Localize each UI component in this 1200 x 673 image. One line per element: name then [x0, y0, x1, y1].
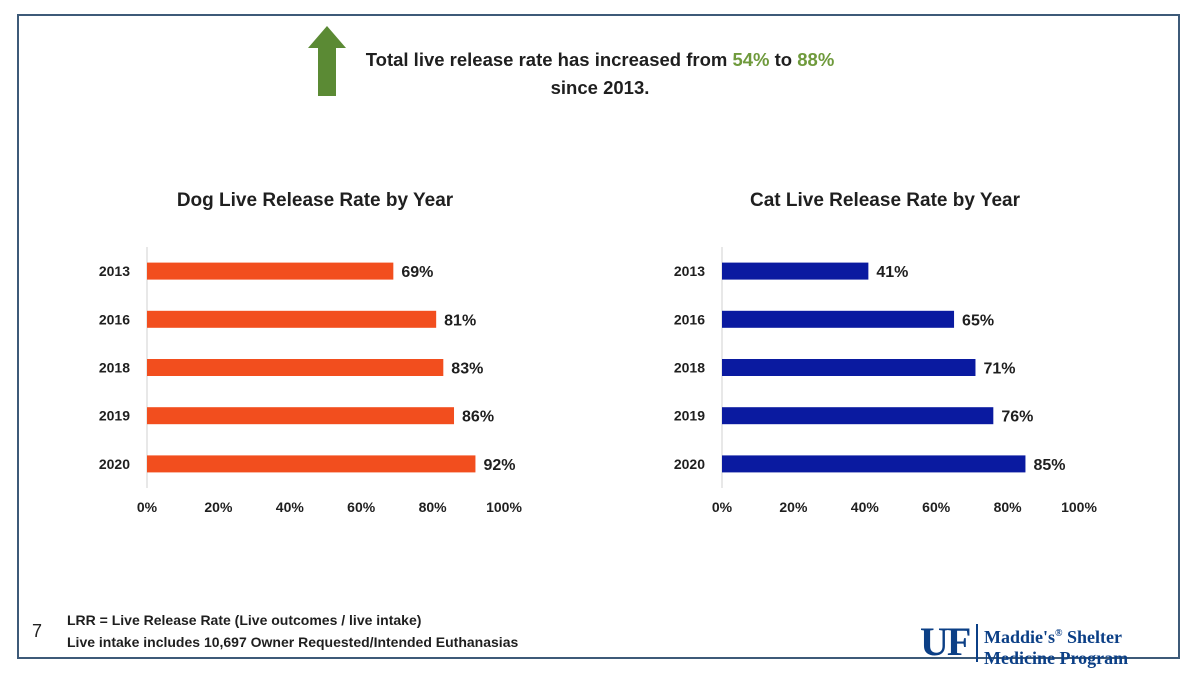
headline-from-value: 54% — [732, 49, 770, 70]
data-label: 71% — [983, 361, 1015, 378]
x-tick-label: 40% — [276, 499, 305, 515]
x-tick-label: 40% — [851, 499, 880, 515]
footnote-lrr: LRR = Live Release Rate (Live outcomes /… — [67, 612, 422, 628]
uf-logo-mark: UF — [920, 619, 971, 664]
data-label: 83% — [451, 361, 483, 378]
logo-wordmark: Maddie's® Shelter Medicine Program — [984, 623, 1128, 669]
x-tick-label: 60% — [922, 499, 951, 515]
data-label: 65% — [962, 312, 994, 329]
chart-title: Cat Live Release Rate by Year — [749, 190, 1021, 211]
category-label: 2019 — [99, 408, 130, 424]
chart-title: Dog Live Release Rate by Year — [176, 190, 454, 211]
x-tick-label: 80% — [994, 499, 1023, 515]
headline-text-3: since 2013. — [550, 77, 650, 98]
x-tick-label: 20% — [779, 499, 808, 515]
data-label: 76% — [1001, 409, 1033, 426]
data-label: 85% — [1033, 457, 1065, 474]
category-label: 2020 — [99, 456, 130, 472]
cat-chart-plot: 2013 41% 2016 65% 2018 71% 2019 76% 2020 85% 0% 20%… — [674, 247, 1097, 515]
bar — [722, 262, 869, 280]
bar — [722, 407, 994, 425]
logo-line1-a: Maddie's — [984, 627, 1056, 647]
headline-text-2: to — [769, 49, 798, 70]
bar — [147, 455, 476, 473]
headline-text-1: Total live release rate has increased fr… — [365, 49, 733, 70]
category-label: 2016 — [674, 311, 705, 327]
x-tick-label: 100% — [486, 499, 522, 515]
footnotes: LRR = Live Release Rate (Live outcomes /… — [67, 609, 518, 653]
cat-chart: Cat Live Release Rate by Year 2013 41% 201… — [655, 185, 1125, 525]
slide-frame — [17, 14, 1180, 659]
category-label: 2016 — [99, 311, 130, 327]
headline: Total live release rate has increased fr… — [340, 46, 860, 102]
dog-chart: Dog Live Release Rate by Year 2013 69% 201… — [80, 185, 550, 525]
x-tick-label: 20% — [204, 499, 233, 515]
footnote-intake: Live intake includes 10,697 Owner Reques… — [67, 634, 519, 650]
bar — [722, 310, 955, 328]
category-label: 2018 — [99, 360, 130, 376]
x-tick-label: 60% — [347, 499, 376, 515]
category-label: 2020 — [674, 456, 705, 472]
up-arrow-icon — [308, 26, 346, 96]
category-label: 2018 — [674, 360, 705, 376]
data-label: 81% — [444, 312, 476, 329]
bar — [147, 359, 444, 376]
slide-number: 7 — [32, 621, 43, 641]
bar — [722, 455, 1026, 473]
bar — [147, 310, 437, 328]
category-label: 2019 — [674, 408, 705, 424]
uf-maddies-logo: UF Maddie's® Shelter Medicine Program — [920, 619, 1160, 669]
bar — [147, 407, 455, 425]
dog-chart-plot: 2013 69% 2016 81% 2018 83% 2019 86% 2020 92% 0% 20%… — [99, 247, 522, 515]
x-tick-label: 0% — [137, 499, 158, 515]
bar — [147, 262, 394, 280]
data-label: 69% — [401, 264, 433, 281]
x-tick-label: 100% — [1061, 499, 1097, 515]
bar — [722, 359, 976, 376]
data-label: 92% — [483, 457, 515, 474]
x-tick-label: 0% — [712, 499, 733, 515]
logo-registered-mark: ® — [1055, 628, 1063, 639]
logo-divider — [976, 624, 978, 662]
category-label: 2013 — [99, 263, 130, 279]
logo-line2: Medicine Program — [984, 648, 1129, 668]
logo-line1-b: Shelter — [1062, 627, 1122, 647]
data-label: 86% — [462, 409, 494, 426]
x-tick-label: 80% — [419, 499, 448, 515]
data-label: 41% — [876, 264, 908, 281]
headline-to-value: 88% — [797, 49, 835, 70]
category-label: 2013 — [674, 263, 705, 279]
